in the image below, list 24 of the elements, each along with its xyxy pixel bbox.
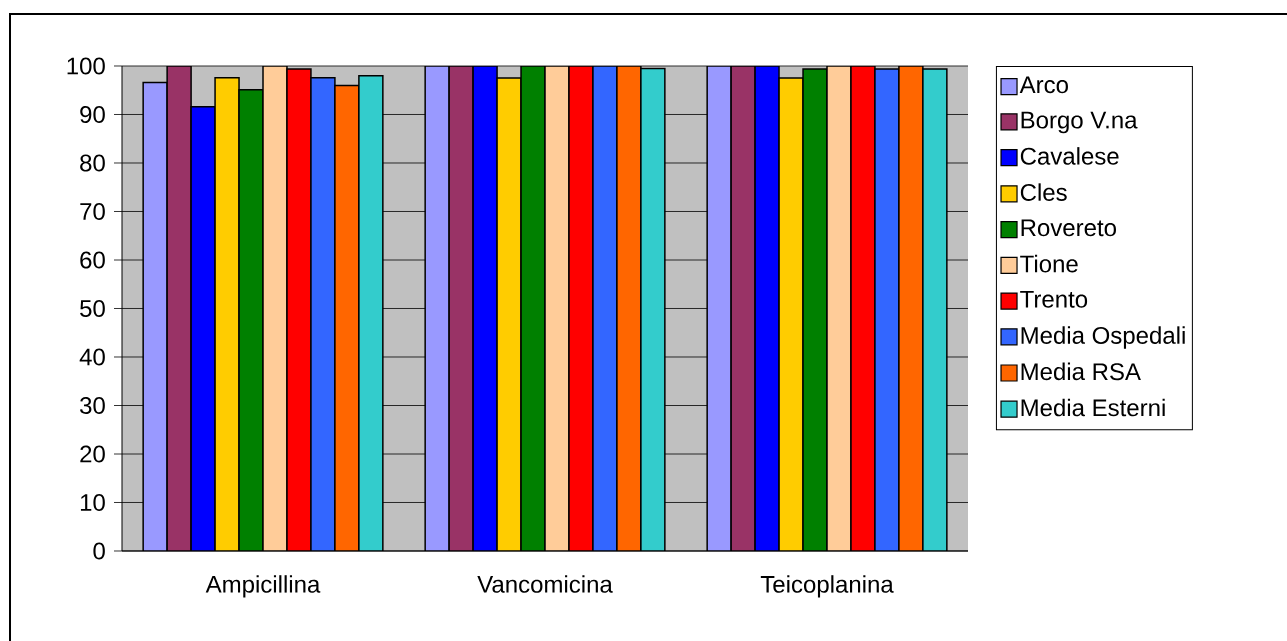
x-tick-label: Vancomicina — [477, 575, 613, 593]
x-tick-label: Teicoplanina — [760, 575, 894, 598]
legend-label: Rovereto — [1021, 219, 1116, 237]
legend-label: Tione — [1020, 254, 1078, 273]
y-tick-label: 10 — [80, 494, 105, 511]
legend-label: Media Esterni — [1021, 398, 1165, 417]
y-tick-label: 100 — [67, 57, 105, 75]
x-tick-label: Ampicillina — [205, 575, 321, 598]
legend-label: Arco — [1019, 76, 1068, 94]
legend-label: Borgo V.na — [1021, 111, 1138, 134]
y-tick-label: 0 — [93, 542, 105, 560]
legend-label: Trento — [1020, 291, 1088, 308]
y-tick-label: 60 — [80, 251, 105, 269]
y-tick-label: 40 — [79, 348, 105, 366]
y-tick-label: 20 — [80, 445, 105, 463]
legend-label: Cles — [1020, 183, 1067, 201]
y-tick-label: 80 — [80, 154, 105, 172]
y-tick-label: 90 — [80, 106, 105, 123]
legend-label: Cavalese — [1020, 147, 1119, 165]
legend-label: Media Ospedali — [1021, 326, 1185, 349]
y-tick-label: 30 — [80, 397, 105, 414]
legend-label: Media RSA — [1021, 362, 1141, 381]
y-tick-label: 50 — [80, 300, 105, 317]
y-tick-label: 70 — [80, 203, 105, 220]
